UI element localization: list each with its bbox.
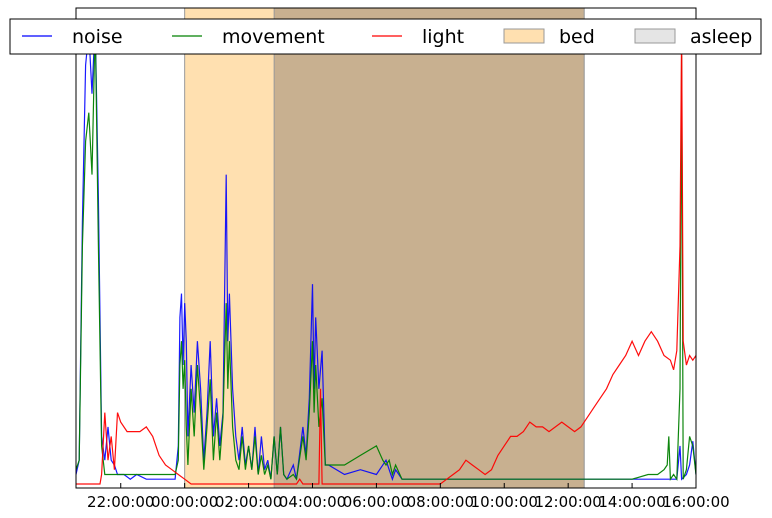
- legend-bed-label: bed: [559, 26, 595, 48]
- x-tick-label: 02:00:00: [215, 493, 282, 511]
- series-light-line: [76, 31, 696, 485]
- x-tick-label: 16:00:00: [662, 493, 729, 511]
- x-tick-label: 10:00:00: [471, 493, 538, 511]
- x-tick-label: 08:00:00: [407, 493, 474, 511]
- series-layer: [76, 22, 696, 485]
- x-tick-label: 22:00:00: [87, 493, 154, 511]
- legend-light-label: light: [422, 26, 464, 48]
- legend-movement-label: movement: [222, 26, 325, 48]
- x-tick-label: 12:00:00: [534, 493, 601, 511]
- legend-noise-label: noise: [72, 26, 123, 48]
- legend-asleep-swatch: [634, 28, 676, 44]
- series-movement-line: [76, 22, 696, 482]
- spans-layer: [184, 7, 585, 489]
- x-tick-label: 04:00:00: [279, 493, 346, 511]
- x-tick-label: 00:00:00: [151, 493, 218, 511]
- span-asleep: [273, 7, 585, 489]
- legend-asleep-label: asleep: [690, 26, 752, 48]
- x-axis: 22:00:0000:00:0002:00:0004:00:0006:00:00…: [87, 483, 730, 511]
- plot-frame: [75, 7, 697, 489]
- legend: noise movement light bed asleep: [9, 18, 762, 55]
- legend-bed-swatch: [503, 28, 545, 44]
- x-tick-label: 14:00:00: [598, 493, 665, 511]
- x-tick-label: 06:00:00: [343, 493, 410, 511]
